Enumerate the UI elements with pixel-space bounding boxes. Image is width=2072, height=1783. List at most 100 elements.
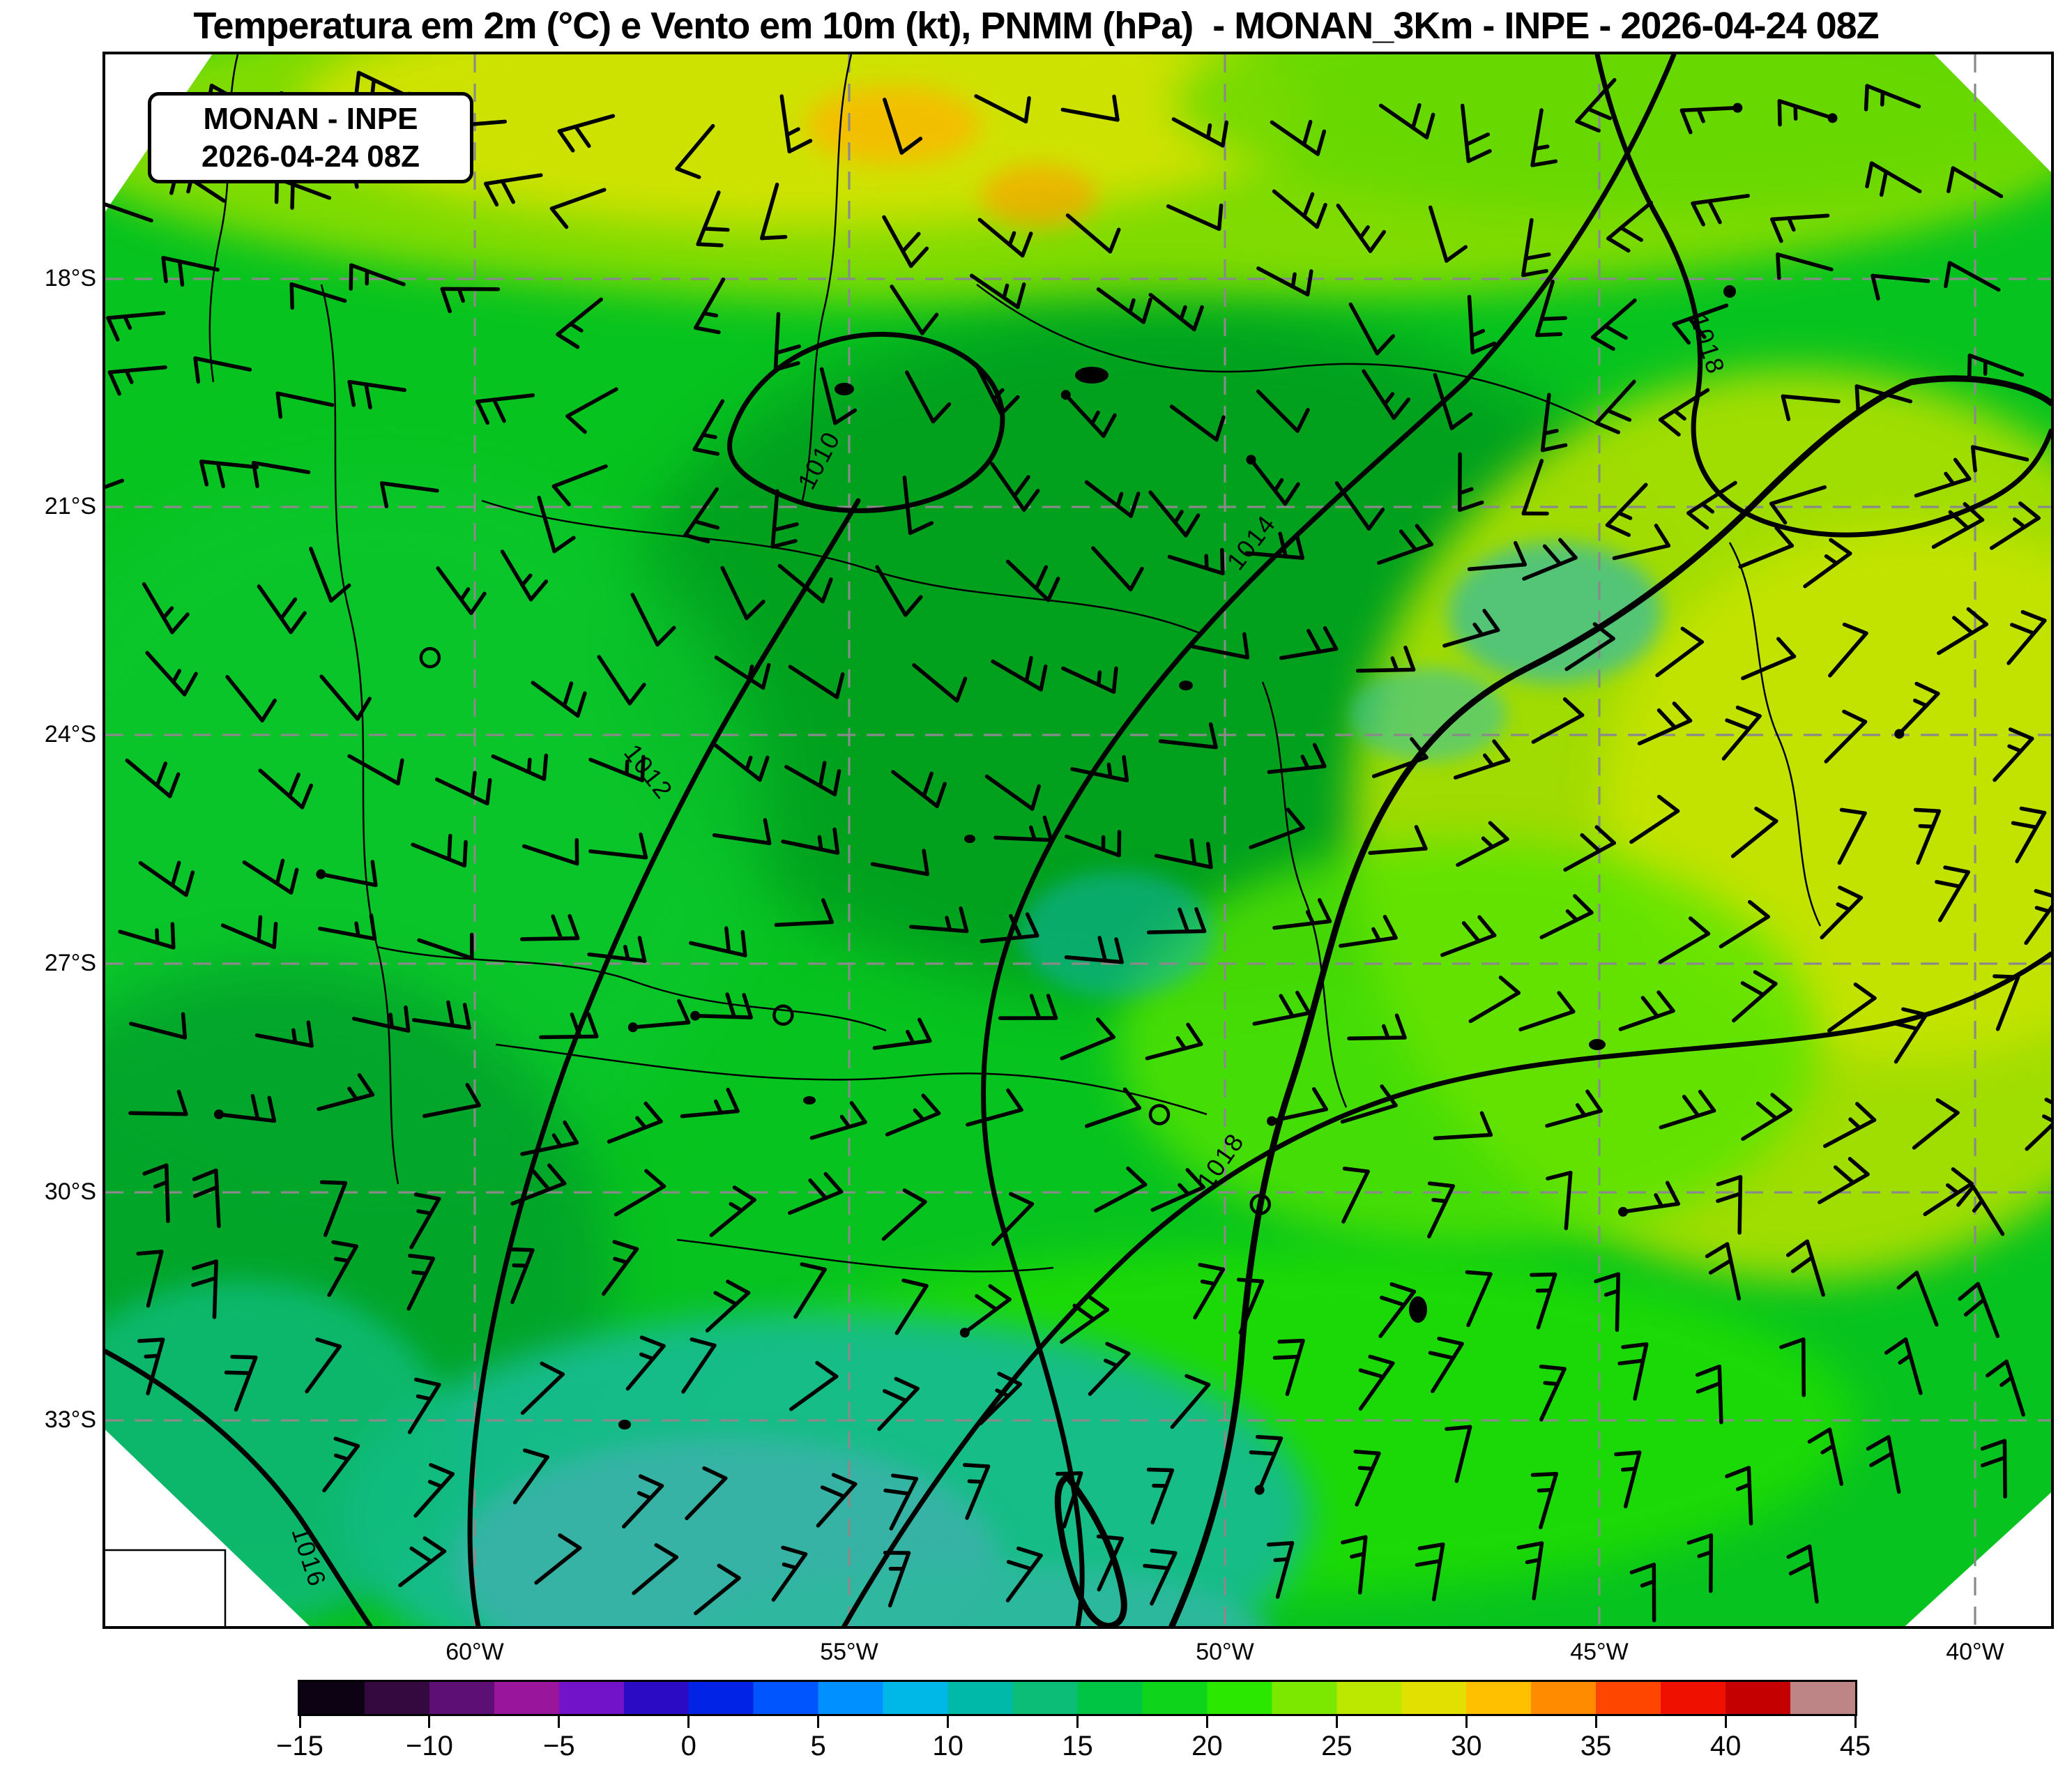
calm-wind-circle — [419, 646, 441, 669]
wind-barb — [1169, 404, 1226, 442]
wind-barb — [1617, 1342, 1649, 1401]
wind-barb — [1725, 1466, 1753, 1526]
wind-barb — [318, 913, 377, 941]
wind-barb — [1428, 205, 1468, 263]
wind-barb — [1433, 1111, 1493, 1141]
wind-barb — [1440, 915, 1497, 957]
station-dot — [1827, 113, 1838, 123]
wind-barb — [774, 898, 835, 927]
wind-barb — [883, 1473, 919, 1531]
wind-barb — [1637, 701, 1693, 745]
valid-time: 2026-04-24 08Z — [201, 139, 420, 174]
wind-barb — [2025, 1098, 2051, 1151]
wind-barb — [630, 593, 676, 647]
wind-barb — [1166, 203, 1224, 232]
colorbar-tick-label: 15 — [1062, 1731, 1093, 1761]
colorbar-tick-label: 30 — [1451, 1731, 1482, 1761]
state-borders — [105, 54, 1822, 1626]
wind-barb — [685, 1466, 728, 1521]
wind-barb — [1629, 794, 1680, 844]
figure-title: Temperatura em 2m (°C) e Vento em 10m (k… — [193, 5, 1879, 47]
lon-tick-label: 50°W — [1196, 1639, 1254, 1665]
wind-barb — [1594, 1272, 1620, 1332]
wind-barb — [904, 370, 952, 424]
wind-barb — [974, 362, 1020, 416]
wind-barb — [974, 94, 1031, 123]
wind-barb — [1063, 393, 1117, 438]
wind-barb — [1824, 709, 1868, 764]
wind-barb — [138, 860, 195, 897]
wind-barb — [1467, 294, 1497, 355]
wind-barb — [1465, 1270, 1493, 1328]
wind-barb — [1659, 1089, 1716, 1130]
pressure-contours — [105, 54, 2051, 1626]
hot-spot — [980, 164, 1098, 227]
colorbar-tick-label: 45 — [1839, 1731, 1871, 1761]
wind-barb — [779, 94, 813, 153]
wind-barb — [1605, 483, 1648, 537]
wind-barb — [322, 1436, 360, 1493]
wind-barb — [991, 1192, 1035, 1246]
wind-barb — [136, 1250, 164, 1308]
wind-barb — [1864, 84, 1921, 112]
wind-barb — [1896, 1270, 1939, 1327]
wind-barb — [1716, 1175, 1743, 1235]
station-dot — [1618, 1206, 1629, 1217]
wind-barb — [1249, 457, 1300, 506]
wind-barb — [1249, 807, 1305, 849]
wind-barb — [1516, 1541, 1544, 1601]
wind-barb — [977, 218, 1033, 258]
wind-barb — [317, 1072, 375, 1111]
colorbar-tick-label: 20 — [1191, 1731, 1223, 1761]
wind-barb — [1428, 1336, 1464, 1393]
wind-barb — [1705, 1242, 1742, 1301]
wind-barb — [1854, 384, 1913, 412]
wind-barb — [274, 176, 332, 210]
wind-barb — [993, 815, 1053, 842]
coastal-band — [1117, 840, 1818, 1250]
station-dot — [214, 1109, 224, 1120]
wind-barb — [1970, 445, 2029, 473]
wind-barb — [118, 922, 176, 950]
wind-barb — [1266, 1541, 1295, 1599]
map-canvas — [105, 54, 2051, 1626]
wind-barb — [714, 655, 771, 690]
wind-barb — [319, 860, 378, 888]
wind-barb — [128, 1089, 188, 1116]
wind-barb — [417, 932, 474, 960]
wind-barb — [1770, 213, 1830, 243]
wind-barb — [1530, 108, 1558, 167]
wind-barb — [1866, 1435, 1901, 1494]
wind-barb — [890, 284, 939, 335]
wind-barb — [422, 1083, 481, 1118]
wind-barb — [1546, 1171, 1573, 1231]
wind-barb — [224, 1354, 258, 1412]
wind-barb — [1612, 524, 1671, 561]
wind-barb — [1378, 103, 1435, 139]
wind-barb — [771, 1545, 808, 1602]
wind-barb — [1518, 991, 1576, 1032]
wind-barb — [309, 547, 351, 603]
wind-barb — [491, 753, 549, 781]
wind-barb — [161, 256, 220, 287]
wind-barb — [1252, 990, 1311, 1026]
colorbar-tick-label: −5 — [543, 1731, 575, 1761]
station-dot — [1246, 455, 1256, 465]
wind-barb — [1923, 1167, 1974, 1217]
wind-barb — [978, 1372, 1023, 1426]
colorbar-tick-label: 0 — [680, 1731, 696, 1761]
wind-barb — [512, 1448, 549, 1505]
wind-barb — [1371, 737, 1429, 778]
wind-barb-layer — [105, 70, 2051, 1623]
wind-barb — [1658, 916, 1711, 964]
wind-barb — [1442, 609, 1500, 648]
wind-barb — [1336, 204, 1387, 253]
wind-barb — [1256, 389, 1310, 433]
colorbar-tick — [1724, 1716, 1727, 1728]
wind-barb — [1005, 559, 1060, 602]
station-dot — [1894, 729, 1905, 739]
wind-barb — [693, 992, 753, 1019]
station-dot — [690, 1010, 701, 1021]
wind-barb — [1590, 298, 1637, 351]
